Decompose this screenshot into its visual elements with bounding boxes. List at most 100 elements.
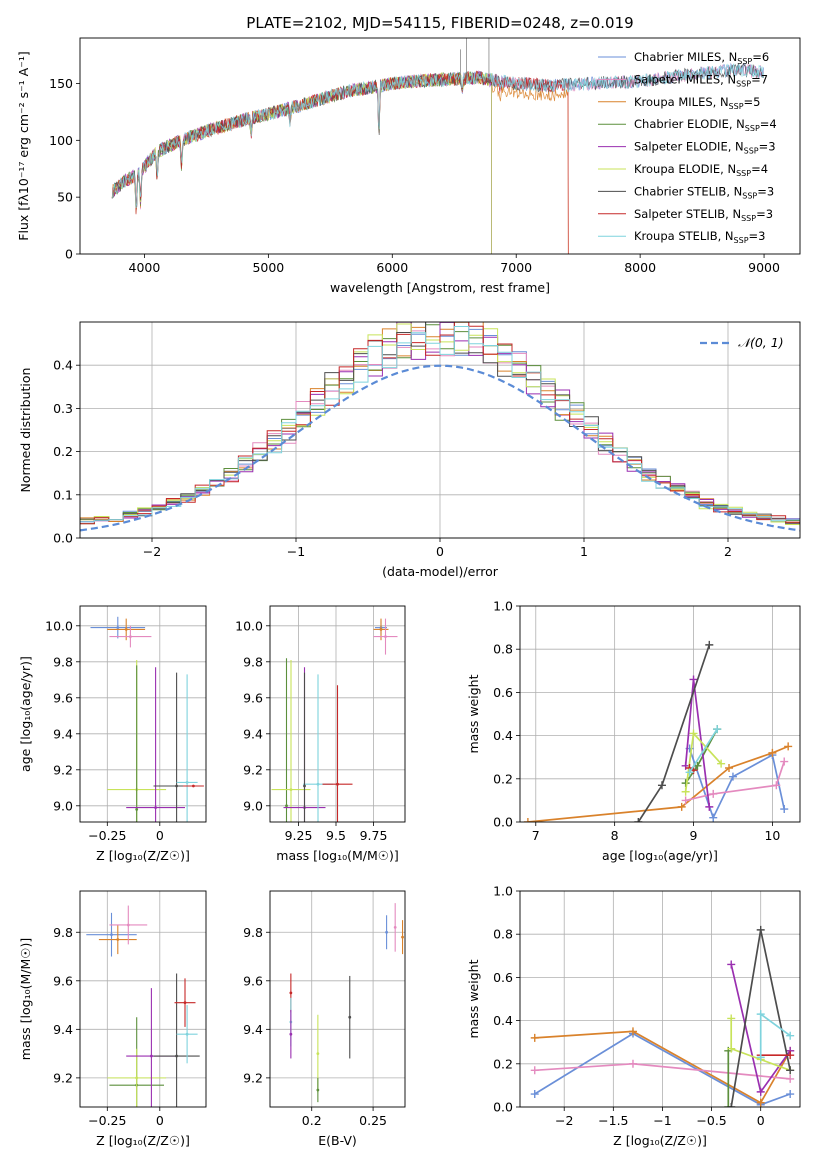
legend-label-rest: =6 [752,50,769,64]
y-tick-label: 9.2 [243,1070,263,1085]
y-tick-label: 1.0 [493,884,513,899]
y-axis-label: mass [log₁₀(M/M☉)] [18,938,33,1060]
y-tick-label: 50 [57,190,73,205]
y-tick-label: 9.6 [243,973,263,988]
legend-subscript: SSP [737,57,752,66]
x-tick-label: 8 [611,828,619,843]
weight-marker [727,1103,736,1107]
spectrum-line [111,71,492,254]
data-point [116,938,120,941]
legend-label-rest: =5 [744,95,761,109]
axes-frame [269,605,406,823]
gaussian-curve [80,364,800,532]
weight-marker [705,640,714,649]
y-tick-label: 9.4 [243,726,263,741]
x-tick-label: −2 [555,1113,573,1128]
weight-marker [530,1066,539,1075]
x-tick-label: 4000 [129,260,161,275]
x-tick-label: −1.5 [598,1113,628,1128]
y-tick-label: 9.2 [53,762,73,777]
y-axis-label: Normed distribution [18,368,33,493]
data-point [316,782,320,786]
y-axis-label: age [log₁₀(age/yr)] [18,656,33,772]
weight-marker [530,1033,539,1042]
weight-marker [634,818,643,822]
y-tick-label: 9.4 [53,1022,73,1037]
data-point [393,926,397,929]
y-tick-label: 9.0 [53,798,73,813]
legend-label: Salpeter ELODIE, NSSP=3 [634,140,776,156]
x-tick-label: 0 [156,1113,164,1128]
weight-marker [728,772,737,781]
x-tick-label: 9000 [748,260,780,275]
data-point [401,935,404,939]
legend-label-rest: =3 [749,229,766,243]
legend-label: Chabrier ELODIE, NSSP=4 [634,117,777,133]
axes-frame [269,890,406,1108]
y-tick-label: 0.3 [53,401,73,416]
axes-frame [519,605,801,823]
y-tick-label: 9.6 [53,690,73,705]
weight-marker [727,960,736,969]
legend-subscript: SSP [729,102,744,111]
x-tick-label: −2 [143,544,161,559]
data-point [126,923,130,927]
plot-area [523,640,793,822]
legend-label: Salpeter MILES, NSSP=7 [634,72,768,88]
weight-marker [727,1014,736,1023]
panel-age-Z: −0.25 0 9.0 9.2 9.4 9.6 9.8 10.0 Z [log₁₀(Z/Z☉)]… [18,605,207,863]
y-tick-label: 0.1 [53,487,73,502]
data-point [175,784,179,788]
data-point [336,782,339,786]
data-point [154,806,158,809]
x-axis-label: age [log₁₀(age/yr)] [602,848,718,863]
plot-area [80,322,800,532]
panel-weight-age: 7 8 9 10 0.0 0.2 0.4 0.6 0.8 1.0 age [log₁₀(age/yr… [466,599,801,863]
legend-subscript: SSP [745,124,760,133]
data-point [135,1076,139,1080]
axes-frame [79,890,207,1108]
weight-marker [786,1051,795,1060]
legend-label: Chabrier STELIB, NSSP=3 [634,184,774,200]
weight-marker [724,1103,733,1107]
weight-marker [628,1027,637,1036]
legend-subscript: SSP [734,236,749,245]
weight-marker [786,1074,795,1083]
spectrum-line [111,63,764,208]
y-tick-label: 0.8 [493,642,513,657]
weight-line [637,644,711,822]
y-tick-label: 0.4 [493,1013,513,1028]
data-point [192,784,195,788]
weight-marker [727,1044,736,1053]
y-tick-label: 9.6 [243,690,263,705]
legend-label-rest: =4 [760,117,777,131]
x-tick-label: 1 [580,544,588,559]
y-tick-label: 9.4 [53,726,73,741]
weight-marker [768,748,777,757]
weight-line [730,1018,791,1072]
weight-marker [780,805,789,814]
plot-area [86,905,200,1107]
weight-marker [756,1010,765,1019]
legend: Chabrier MILES, NSSP=6 Salpeter MILES, NS… [598,50,777,245]
y-tick-label: 9.2 [243,762,263,777]
panel-spectrum: 4000 5000 6000 7000 8000 9000 0 50 100 150 wavelen… [16,37,801,295]
data-point [116,626,120,629]
weight-marker [681,787,690,796]
x-tick-label: 9 [690,828,698,843]
data-point [316,1052,320,1056]
panel-age-mass: 9.25 9.5 9.75 9.0 9.2 9.4 9.6 9.8 10.0 mass [log₁… [235,605,406,863]
data-point [303,784,306,788]
data-point [150,1054,153,1058]
legend-label: Salpeter STELIB, NSSP=3 [634,207,773,223]
legend-label-rest: =3 [756,207,773,221]
x-tick-label: 9.25 [285,828,313,843]
y-tick-label: 0.4 [53,358,73,373]
weight-marker [780,757,789,766]
x-tick-label: 0 [436,544,444,559]
x-tick-label: 7 [532,828,540,843]
plot-area [111,38,764,254]
legend-subscript: SSP [744,147,759,156]
weight-marker [786,1031,795,1040]
y-tick-label: 9.2 [53,1070,73,1085]
